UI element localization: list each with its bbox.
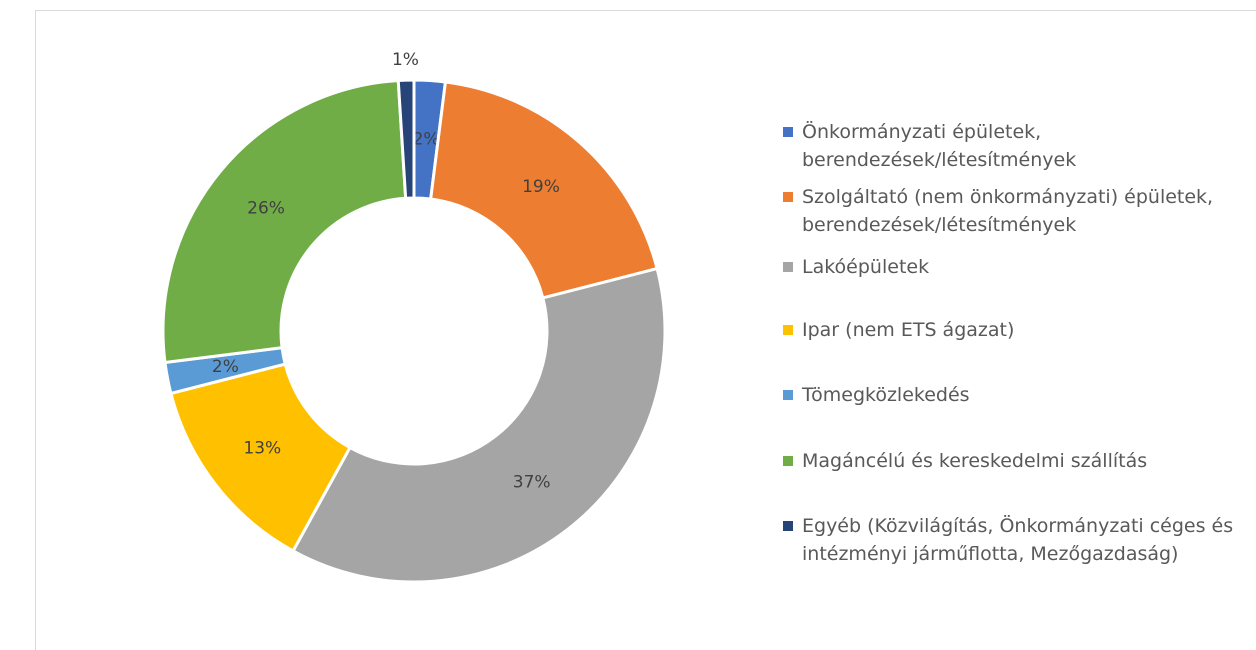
legend-swatch — [783, 456, 793, 466]
data-label: 13% — [243, 439, 281, 459]
legend-item: Lakóépületek — [780, 253, 1250, 281]
data-label: 19% — [522, 177, 560, 197]
data-label: 2% — [212, 357, 239, 377]
legend-label: Ipar (nem ETS ágazat) — [802, 319, 1015, 341]
data-label: 26% — [247, 199, 285, 219]
data-label: 2% — [413, 129, 440, 149]
legend-swatch — [783, 262, 793, 272]
legend-swatch — [783, 192, 793, 202]
legend-item: Egyéb (Közvilágítás, Önkormányzati céges… — [780, 512, 1250, 568]
data-label: 1% — [392, 50, 419, 70]
legend-label: Önkormányzati épületek, berendezések/lét… — [802, 121, 1077, 171]
legend-label: Lakóépületek — [802, 256, 930, 278]
chart-frame — [35, 10, 1256, 650]
legend-swatch — [783, 390, 793, 400]
legend-label: Tömegközlekedés — [802, 384, 970, 406]
legend-item: Önkormányzati épületek, berendezések/lét… — [780, 118, 1250, 174]
data-label: 37% — [513, 473, 551, 493]
legend-label: Egyéb (Közvilágítás, Önkormányzati céges… — [802, 515, 1234, 565]
donut-slice — [428, 80, 659, 300]
legend-item: Tömegközlekedés — [780, 381, 1250, 409]
donut-slice — [291, 266, 667, 584]
legend-label: Szolgáltató (nem önkormányzati) épületek… — [802, 186, 1214, 236]
legend-swatch — [783, 325, 793, 335]
legend-label: Magáncélú és kereskedelmi szállítás — [802, 450, 1148, 472]
legend-item: Ipar (nem ETS ágazat) — [780, 316, 1250, 344]
legend-swatch — [783, 521, 793, 531]
legend-swatch — [783, 127, 793, 137]
donut-slice — [161, 78, 408, 365]
donut-slice — [396, 78, 416, 200]
legend-item: Szolgáltató (nem önkormányzati) épületek… — [780, 183, 1250, 239]
legend-item: Magáncélú és kereskedelmi szállítás — [780, 447, 1250, 475]
